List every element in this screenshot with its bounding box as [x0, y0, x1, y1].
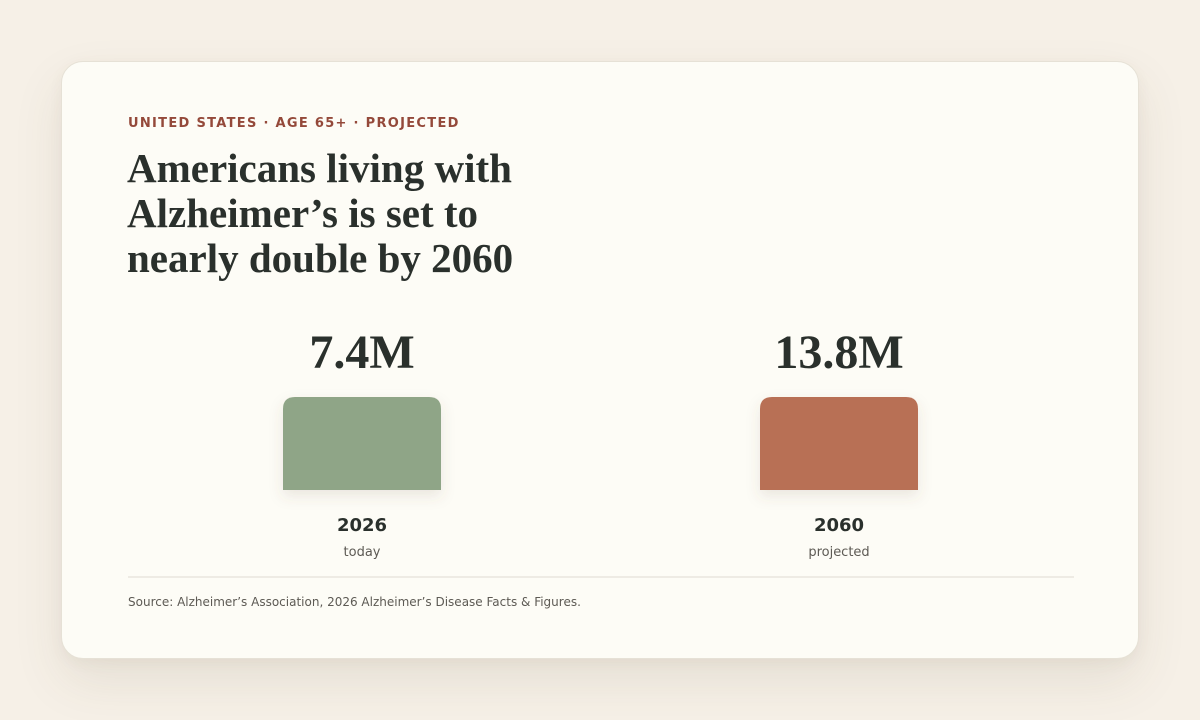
eyebrow-label: UNITED STATES · AGE 65+ · PROJECTED	[128, 116, 460, 131]
bar-2026	[283, 397, 441, 490]
chart-title: Americans living with Alzheimer’s is set…	[127, 145, 514, 281]
category-label-2026: 2026	[337, 515, 387, 536]
sublabel-2060: projected	[808, 545, 869, 560]
value-label-2060: 13.8M	[774, 326, 903, 379]
sublabel-2026: today	[344, 545, 381, 560]
bar-2060	[760, 397, 918, 490]
value-label-2026: 7.4M	[309, 326, 414, 379]
chart-card: UNITED STATES · AGE 65+ · PROJECTED Amer…	[61, 61, 1139, 659]
source-note: Source: Alzheimer’s Association, 2026 Al…	[128, 595, 581, 609]
bar-chart: 7.4M 2026 today 13.8M 2060 projected	[128, 326, 1074, 578]
category-label-2060: 2060	[814, 515, 864, 536]
